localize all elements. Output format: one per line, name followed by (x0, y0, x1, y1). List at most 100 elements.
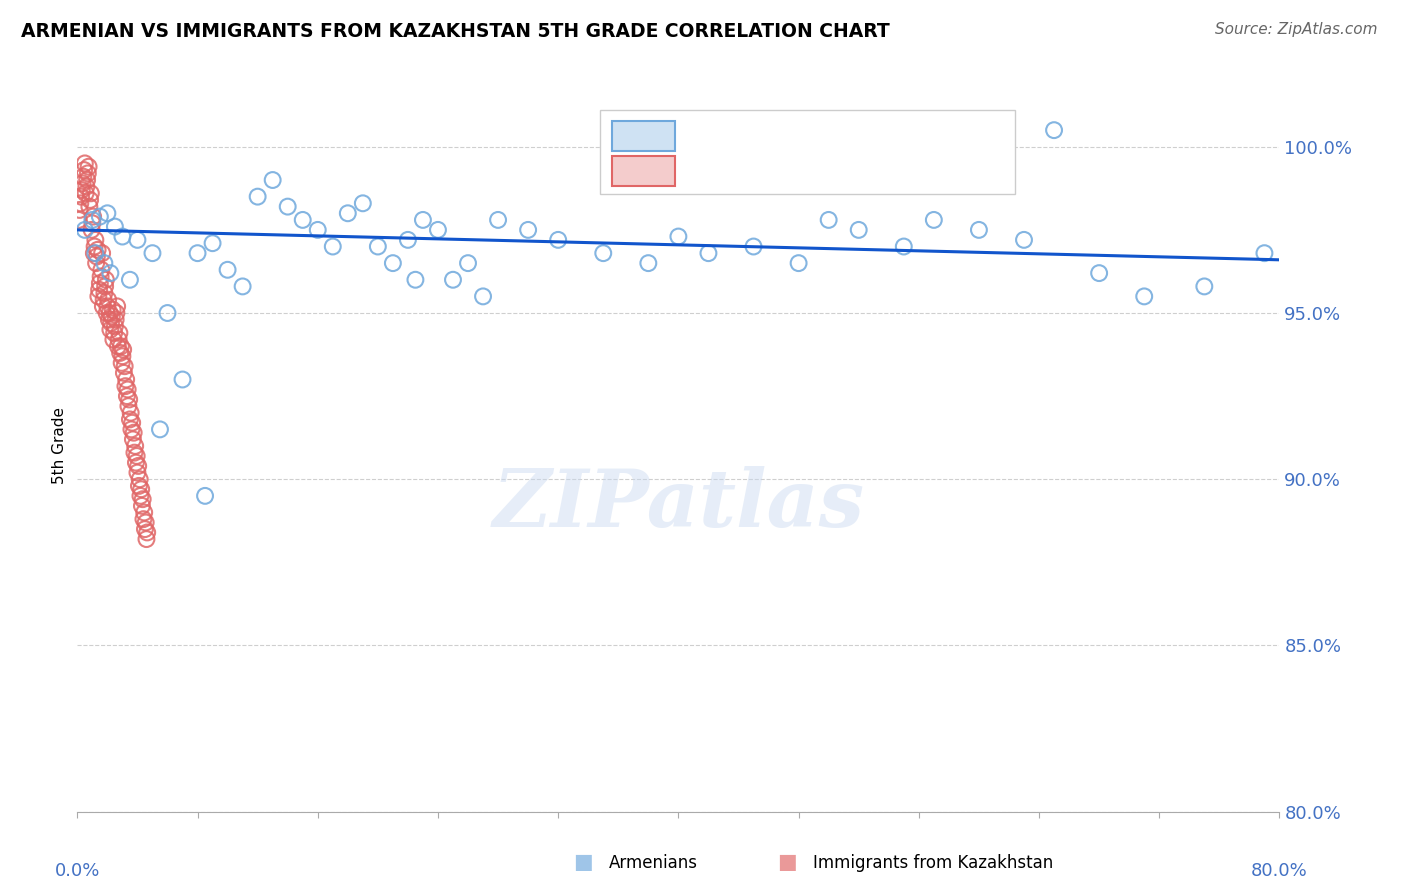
Point (322, 239, 344, 253)
Point (517, 223, 540, 237)
Point (149, 422, 172, 436)
Point (111, 349, 134, 363)
Point (129, 489, 152, 503)
Point (100, 316, 122, 330)
Point (457, 256, 479, 270)
Point (697, 246, 720, 260)
Point (135, 516, 157, 530)
Point (131, 499, 153, 513)
Point (1012, 233, 1035, 247)
Point (105, 306, 128, 320)
Text: ■: ■ (778, 853, 797, 872)
Point (441, 273, 464, 287)
Text: 0.0%: 0.0% (55, 862, 100, 880)
Point (103, 326, 125, 340)
Y-axis label: 5th Grade: 5th Grade (52, 408, 67, 484)
Point (89, 276, 111, 290)
Point (129, 482, 152, 496)
Point (108, 346, 131, 360)
Point (73, 223, 96, 237)
Point (97, 312, 120, 326)
Point (967, 223, 990, 237)
Point (97, 293, 120, 307)
Point (172, 372, 194, 386)
Point (1194, 279, 1216, 293)
Point (73, 156, 96, 170)
Point (70, 183, 93, 197)
Point (93, 286, 115, 301)
Point (70, 189, 93, 203)
Point (134, 506, 156, 520)
Point (83, 246, 105, 260)
Point (134, 522, 156, 536)
Point (76, 173, 98, 187)
Point (77, 160, 100, 174)
Point (84, 233, 107, 247)
Point (336, 206, 359, 220)
Point (96, 206, 118, 220)
Point (893, 239, 915, 253)
Point (118, 412, 141, 426)
Text: Armenians: Armenians (609, 855, 697, 872)
Point (108, 326, 131, 340)
Point (79, 193, 101, 207)
Point (1133, 289, 1156, 303)
Point (118, 273, 141, 287)
Point (115, 389, 138, 403)
Point (96, 299, 118, 313)
Point (194, 489, 217, 503)
FancyBboxPatch shape (612, 120, 675, 152)
Point (277, 200, 299, 214)
Point (76, 166, 98, 180)
Point (72, 169, 94, 184)
Point (141, 246, 163, 260)
Point (291, 213, 314, 227)
Point (131, 492, 153, 507)
Point (90, 269, 112, 284)
Point (124, 439, 146, 453)
Point (1043, 123, 1066, 137)
Text: Source: ZipAtlas.com: Source: ZipAtlas.com (1215, 22, 1378, 37)
Point (817, 213, 839, 227)
Point (115, 372, 138, 386)
Point (120, 406, 142, 420)
Point (104, 312, 127, 326)
Point (787, 256, 810, 270)
Point (90, 262, 112, 277)
Point (107, 339, 129, 353)
Point (547, 233, 569, 247)
Point (396, 233, 419, 247)
Point (96, 306, 118, 320)
Point (381, 256, 404, 270)
Point (101, 310, 124, 324)
Point (100, 266, 122, 280)
Point (132, 512, 155, 526)
Point (91, 299, 114, 313)
Point (117, 399, 139, 413)
Point (848, 223, 870, 237)
Point (107, 333, 129, 347)
Point (105, 299, 128, 313)
Point (73, 163, 96, 178)
Point (69, 202, 91, 217)
Point (472, 289, 495, 303)
Point (486, 213, 509, 227)
Point (82, 213, 104, 227)
Point (93, 293, 115, 307)
Point (1253, 246, 1275, 260)
Point (125, 449, 148, 463)
Point (111, 356, 134, 370)
Point (1088, 266, 1111, 280)
Point (67, 213, 90, 227)
Point (637, 256, 659, 270)
Point (121, 416, 143, 430)
Point (412, 213, 434, 227)
FancyBboxPatch shape (612, 155, 675, 186)
Point (94, 279, 117, 293)
Point (104, 319, 127, 334)
Point (91, 246, 114, 260)
Point (72, 177, 94, 191)
Point (127, 458, 149, 473)
Text: ZIPatlas: ZIPatlas (492, 466, 865, 543)
Point (114, 379, 136, 393)
